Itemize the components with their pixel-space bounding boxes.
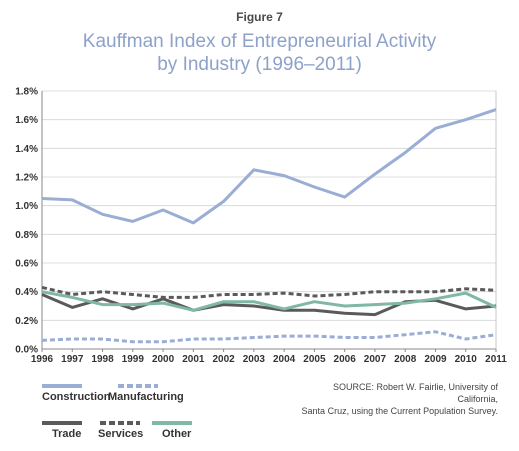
y-axis-ticks: 0.0% 0.2% 0.4% 0.6% 0.8% 1.0% 1.2% 1.4% 1.6% 1.8% — [15, 87, 38, 356]
figure-label: Figure 7 — [236, 10, 283, 24]
x-tick-label: 2010 — [455, 354, 478, 365]
source-note: SOURCE: Robert W. Fairlie, University of… — [300, 381, 498, 417]
legend-label-other: Other — [162, 428, 192, 440]
x-tick-label: 2000 — [152, 354, 175, 365]
x-tick-label: 1996 — [31, 354, 54, 365]
x-tick-label: 2003 — [243, 354, 266, 365]
x-tick-label: 2007 — [364, 354, 387, 365]
chart-title-line1: Kauffman Index of Entrepreneurial Activi… — [82, 31, 437, 52]
y-tick-label: 1.6% — [15, 115, 38, 126]
y-tick-label: 0.8% — [15, 230, 38, 241]
source-line-2: Santa Cruz, using the Current Population… — [301, 406, 498, 416]
source-line-1: SOURCE: Robert W. Fairlie, University of… — [332, 382, 498, 404]
x-tick-label: 2006 — [334, 354, 357, 365]
x-tick-label: 2004 — [273, 354, 296, 365]
y-tick-label: 1.4% — [15, 144, 38, 155]
legend-label-services: Services — [98, 428, 143, 440]
x-tick-label: 2011 — [485, 354, 507, 365]
legend-label-construction: Construction — [42, 391, 111, 403]
series-line-other — [41, 290, 497, 312]
series-line-manufacturing — [41, 330, 497, 344]
y-tick-label: 0.4% — [15, 287, 38, 298]
grid-lines — [41, 90, 497, 350]
legend-label-trade: Trade — [52, 428, 81, 440]
y-tick-label: 0.0% — [15, 345, 38, 356]
x-tick-label: 2002 — [212, 354, 235, 365]
y-tick-label: 0.2% — [15, 316, 38, 327]
series-lines — [41, 108, 497, 344]
x-tick-label: 2008 — [394, 354, 417, 365]
y-tick-label: 1.8% — [15, 87, 38, 98]
y-tick-label: 1.2% — [15, 173, 38, 184]
y-tick-label: 0.6% — [15, 259, 38, 270]
legend-label-manufacturing: Manufacturing — [108, 391, 184, 403]
x-tick-label: 1998 — [91, 354, 114, 365]
x-tick-label: 2001 — [182, 354, 205, 365]
chart-title-line2: by Industry (1996–2011) — [157, 54, 362, 75]
x-axis-ticks: 1996 1997 1998 1999 2000 2001 2002 2003 2004 2005… — [31, 349, 507, 365]
y-tick-label: 1.0% — [15, 201, 38, 212]
x-tick-label: 2005 — [303, 354, 326, 365]
series-line-services — [41, 285, 497, 299]
x-tick-label: 1997 — [61, 354, 84, 365]
x-tick-label: 2009 — [424, 354, 447, 365]
series-line-construction — [41, 108, 497, 225]
x-tick-label: 1999 — [122, 354, 145, 365]
